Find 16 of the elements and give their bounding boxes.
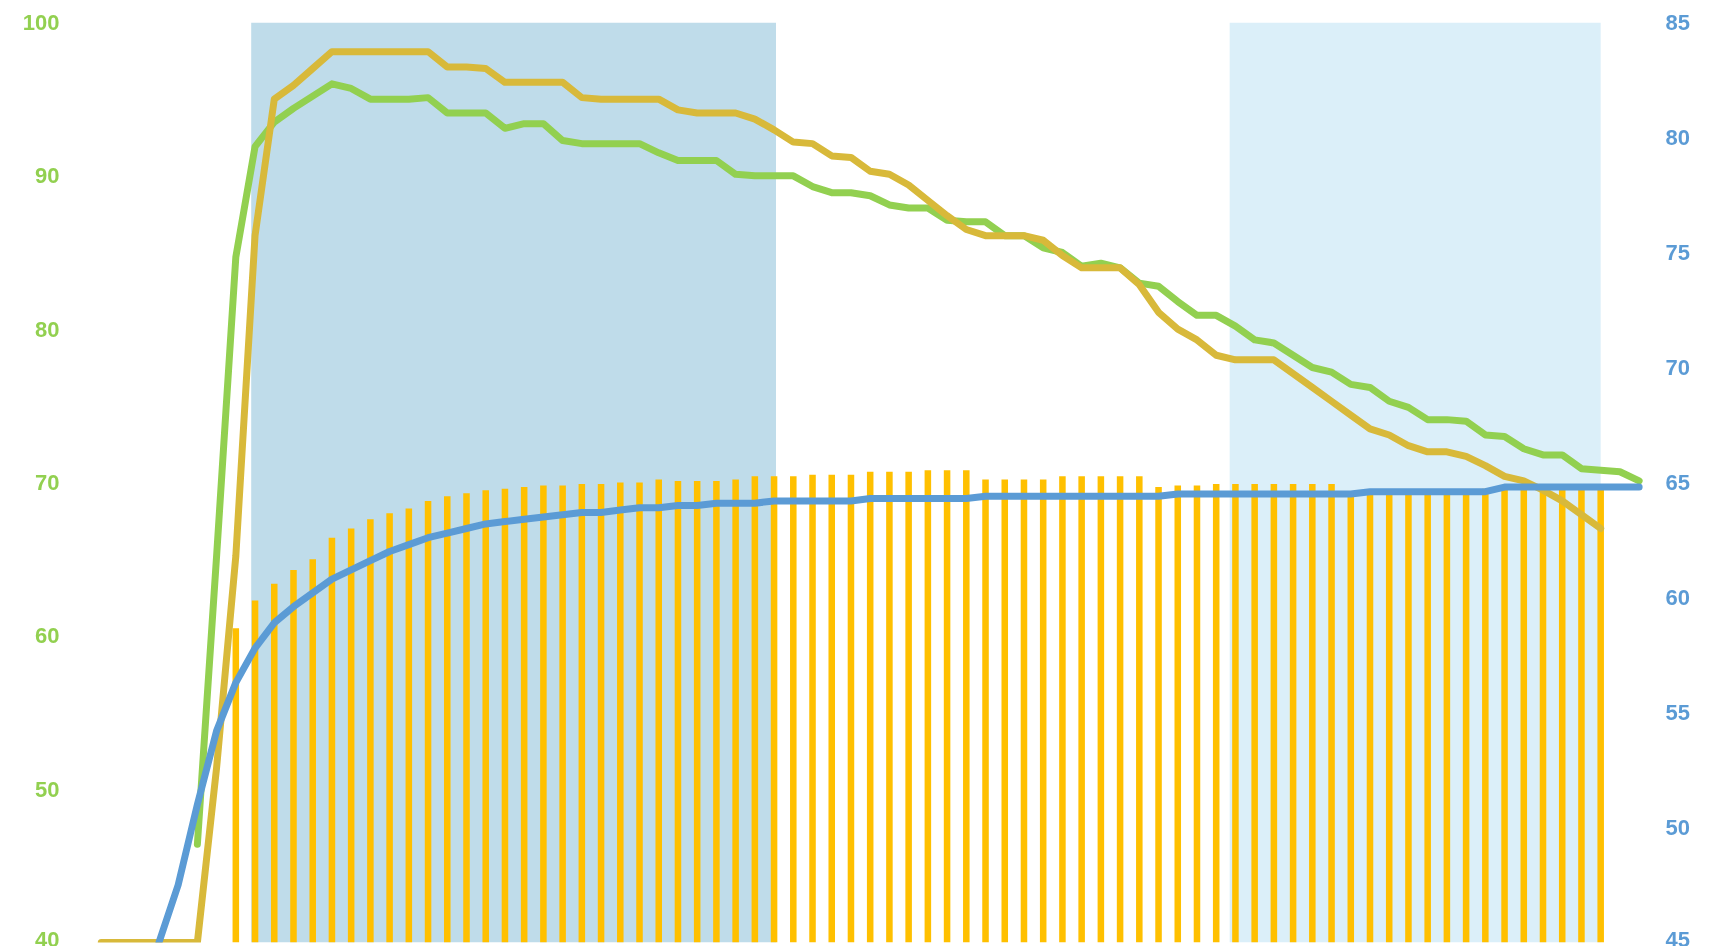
y2-tick-label: 85 bbox=[1665, 10, 1690, 35]
y2-tick-label: 55 bbox=[1665, 700, 1690, 725]
y-tick-label: 80 bbox=[35, 316, 60, 342]
y-tick-label: 60 bbox=[35, 623, 60, 649]
y-tick-label: 50 bbox=[35, 776, 60, 802]
y-tick-label: 100 bbox=[22, 10, 60, 35]
y2-tick-label: 65 bbox=[1665, 470, 1690, 495]
y2-tick-label: 50 bbox=[1665, 815, 1690, 840]
y-tick-label: 70 bbox=[35, 470, 60, 495]
y2-tick-label: 45 bbox=[1665, 926, 1690, 946]
y-tick-label: 40 bbox=[35, 926, 60, 946]
y-tick-label: 90 bbox=[35, 163, 60, 189]
y2-tick-label: 75 bbox=[1665, 240, 1690, 265]
y2-tick-label: 60 bbox=[1665, 585, 1690, 610]
y2-tick-label: 80 bbox=[1665, 125, 1690, 150]
y2-tick-label: 70 bbox=[1665, 355, 1690, 380]
